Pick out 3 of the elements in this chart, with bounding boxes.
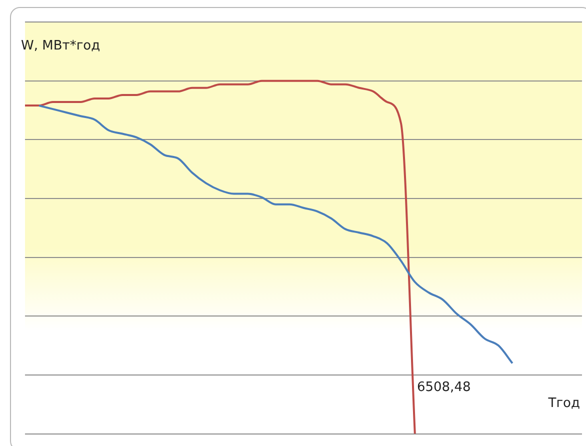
x-axis-title: Тгод (547, 396, 580, 412)
annotation: 6508,48 (416, 380, 471, 396)
y-axis-title: W, МВт*год (21, 38, 100, 54)
